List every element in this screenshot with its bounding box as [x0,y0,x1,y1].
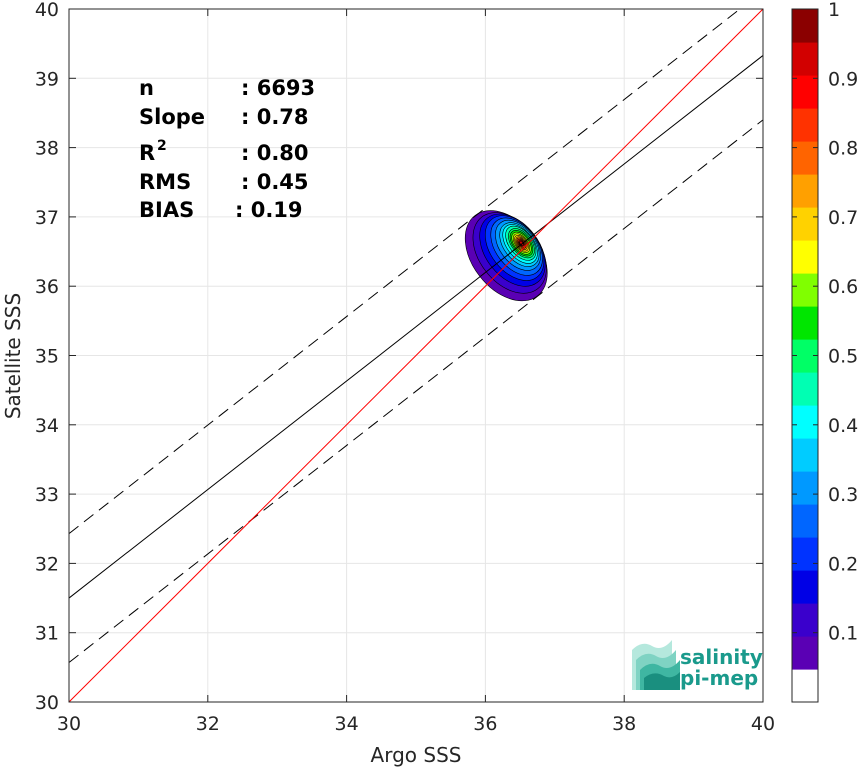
colorbar-segment [792,669,818,703]
x-tick-label: 30 [57,713,81,735]
colorbar-segment [792,207,818,241]
logo-waves-icon [632,640,680,690]
colorbar-segment [792,471,818,505]
x-tick-label: 36 [473,713,497,735]
colorbar-segment [792,636,818,670]
y-axis-label: Satellite SSS [1,293,25,419]
y-tick-label: 31 [35,623,59,645]
colorbar-tick-label: 0.1 [828,623,858,645]
stat-slope-value: : 0.78 [241,105,309,129]
colorbar-ticks: 0.1 0.2 0.3 0.4 0.5 0.6 0.7 0.8 0.9 1 [792,0,858,645]
colorbar-tick-label: 0.4 [828,415,858,437]
colorbar-segment [792,108,818,142]
colorbar-segment [792,438,818,472]
colorbar-segment [792,504,818,538]
colorbar-segment [792,240,818,274]
y-tick-label: 35 [35,346,59,368]
stat-n-label: n [139,76,154,100]
stat-slope-label: Slope [139,105,205,129]
colorbar-segment [792,141,818,175]
upper-bound-dashed-line [69,9,741,534]
lower-bound-dashed-line [69,119,763,663]
stat-n-value: : 6693 [241,76,315,100]
y-tick-label: 37 [35,207,59,229]
colorbar-tick-label: 0.9 [828,68,858,90]
colorbar-segment [792,537,818,571]
regression-lines [69,9,763,702]
y-tick-label: 39 [35,68,59,90]
y-tick-label: 40 [35,0,59,21]
colorbar-tick-label: 0.2 [828,553,858,575]
logo-line2: pi-mep [680,666,758,690]
stat-r2-sup: 2 [157,138,167,154]
colorbar-segment [792,174,818,208]
y-axis-ticks: 30 31 32 33 34 35 36 37 38 39 40 [35,0,763,714]
colorbar-tick-label: 0.3 [828,484,858,506]
colorbar-segment [792,405,818,439]
grid-lines [68,8,764,703]
logo-line1: salinity [680,645,763,669]
stat-rms-value: : 0.45 [241,170,309,194]
colorbar-segment [792,372,818,406]
x-tick-label: 40 [751,713,775,735]
x-axis-label: Argo SSS [371,743,462,767]
stat-rms-label: RMS [139,170,191,194]
stat-bias-value: : 0.19 [235,198,303,222]
x-axis-ticks: 30 32 34 36 38 40 [57,9,775,735]
identity-line [69,9,763,702]
x-tick-label: 38 [612,713,636,735]
colorbar-tick-label: 0.7 [828,207,858,229]
statistics-box: n : 6693 Slope : 0.78 R 2 : 0.80 RMS : 0… [139,76,315,222]
salinity-pimep-logo: salinity pi-mep [632,640,763,690]
colorbar-segment [792,603,818,637]
y-tick-label: 30 [35,692,59,714]
colorbar [792,9,818,703]
y-tick-label: 36 [35,276,59,298]
y-tick-label: 38 [35,138,59,160]
y-tick-label: 33 [35,484,59,506]
y-tick-label: 32 [35,553,59,575]
colorbar-segment [792,570,818,604]
colorbar-segment [792,273,818,307]
colorbar-segment [792,75,818,109]
density-contour-level [519,240,524,246]
colorbar-segment [792,42,818,76]
stat-r2-label: R [139,141,155,165]
colorbar-segment [792,9,818,43]
regression-fit-line [69,55,763,599]
x-tick-label: 34 [335,713,359,735]
colorbar-tick-label: 0.6 [828,276,858,298]
stat-r2-value: : 0.80 [241,141,309,165]
colorbar-tick-label: 1 [828,0,840,21]
y-tick-label: 34 [35,415,59,437]
colorbar-segment [792,306,818,340]
x-tick-label: 32 [196,713,220,735]
colorbar-tick-label: 0.5 [828,346,858,368]
colorbar-tick-label: 0.8 [828,138,858,160]
stat-bias-label: BIAS [139,198,194,222]
